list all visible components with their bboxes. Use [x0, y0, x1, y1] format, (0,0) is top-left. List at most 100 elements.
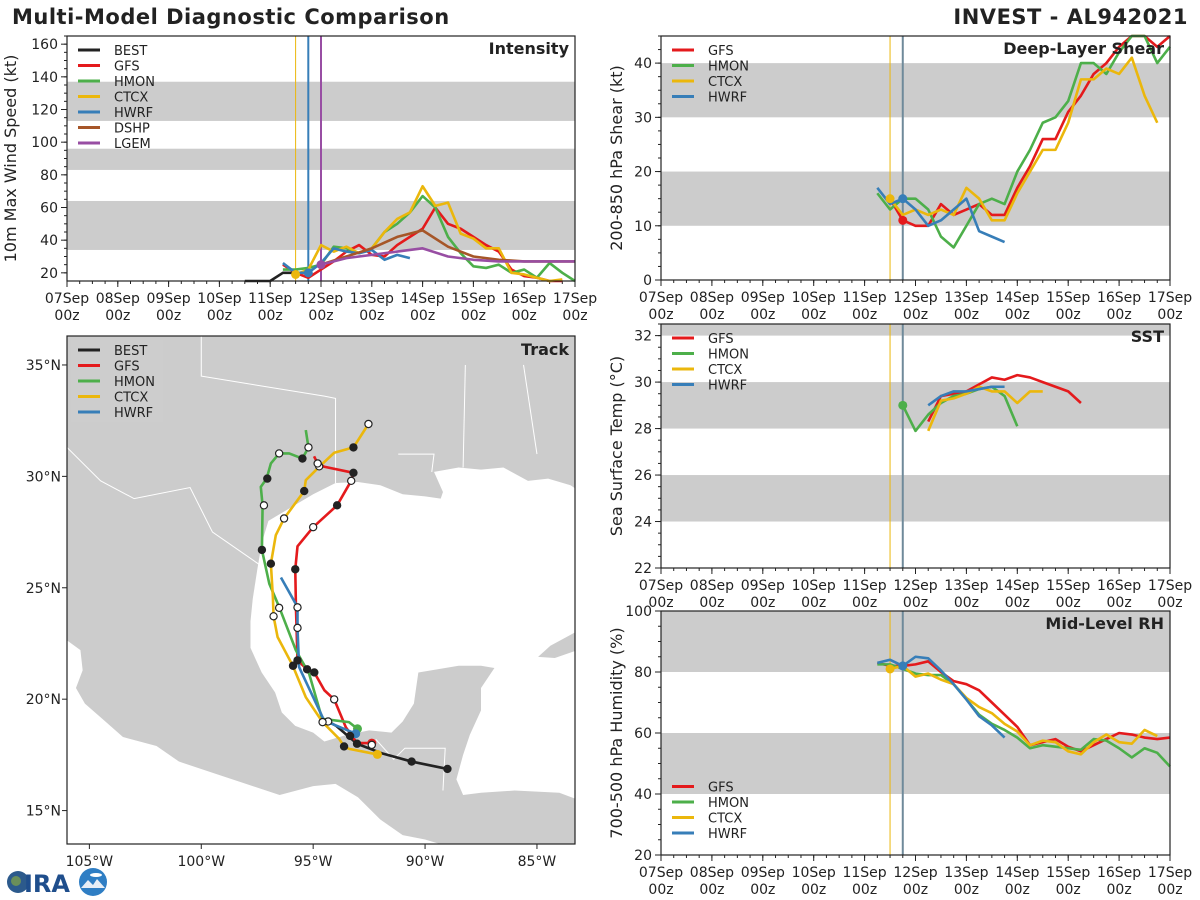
y-tick-label: 40	[40, 233, 58, 249]
shaded-band	[661, 324, 1170, 336]
legend-label-hwrf: HWRF	[708, 379, 747, 394]
legend-label-best: BEST	[114, 44, 147, 59]
x-tick-label: 16Sep 00z	[1097, 578, 1141, 611]
x-tick-hour: 00z	[852, 595, 877, 611]
track-marker-filled	[345, 731, 355, 741]
x-tick-hour: 00z	[562, 308, 587, 324]
cira-logo: IRA	[7, 868, 107, 898]
x-tick-hour: 00z	[1107, 307, 1132, 323]
x-tick-hour: 00z	[1157, 307, 1182, 323]
shaded-band	[661, 475, 1170, 522]
y-tick-label: 40	[634, 56, 652, 72]
x-tick-day: 17Sep	[553, 291, 597, 307]
x-tick-hour: 00z	[1056, 595, 1081, 611]
border-line	[398, 453, 435, 472]
border-line	[462, 364, 466, 468]
x-tick-day: 10Sep	[792, 290, 836, 306]
gulf-of-mexico	[250, 467, 575, 799]
track-marker-filled	[300, 486, 309, 496]
legend-label-hmon: HMON	[708, 796, 749, 811]
x-tick-label: 08Sep 00z	[690, 290, 734, 323]
track-marker-open	[330, 695, 339, 704]
series-line-hwrf	[876, 187, 1006, 244]
track-marker-open	[308, 522, 318, 532]
lat-tick-label: 20°N	[26, 692, 61, 708]
y-axis-label: Sea Surface Temp (°C)	[607, 356, 626, 536]
init-marker-lgem	[316, 260, 326, 270]
x-tick-day: 14Sep	[995, 578, 1039, 594]
track-marker-open	[269, 612, 278, 621]
track-marker-filled	[266, 559, 276, 568]
x-tick-label: 08Sep 00z	[690, 578, 734, 611]
y-tick-label: 120	[31, 103, 58, 119]
plot-frame	[660, 323, 1171, 569]
track-marker-open	[367, 740, 376, 750]
x-tick-day: 15Sep	[1046, 865, 1090, 881]
x-tick-hour: 00z	[648, 882, 673, 898]
x-tick-day: 10Sep	[197, 291, 241, 307]
x-tick-hour: 00z	[1107, 882, 1132, 898]
x-tick-day: 13Sep	[350, 291, 394, 307]
x-tick-hour: 00z	[54, 308, 79, 324]
x-tick-hour: 00z	[258, 308, 283, 324]
legend-label-hmon: HMON	[708, 60, 749, 75]
series-line-hwrf	[927, 385, 1005, 407]
x-tick-day: 10Sep	[792, 578, 836, 594]
legend-label-gfs: GFS	[708, 44, 734, 59]
plot-frame	[66, 35, 576, 282]
x-tick-hour: 00z	[410, 308, 435, 324]
plot-frame	[660, 610, 1171, 856]
lat-tick-label: 35°N	[26, 358, 61, 374]
x-tick-label: 08Sep 00z	[690, 865, 734, 898]
x-tick-label: 09Sep 00z	[741, 865, 785, 898]
chart-title: Multi-Model Diagnostic Comparison	[12, 5, 450, 29]
cuba	[538, 632, 575, 658]
lat-tick-label: 25°N	[26, 581, 61, 597]
x-tick-label: 14Sep 00z	[995, 865, 1039, 898]
x-tick-hour: 00z	[1005, 595, 1030, 611]
x-tick-day: 08Sep	[690, 865, 734, 881]
y-tick-label: 140	[31, 70, 58, 86]
legend-label-gfs: GFS	[708, 781, 734, 796]
init-marker-hmon	[898, 400, 908, 410]
legend-label-ctcx: CTCX	[708, 75, 742, 90]
x-tick-day: 17Sep	[1148, 865, 1192, 881]
legend-label-ctcx: CTCX	[114, 91, 148, 106]
init-marker-ctcx	[885, 194, 895, 204]
init-marker-ctcx	[885, 664, 895, 674]
x-tick-label: 15Sep 00z	[1046, 865, 1090, 898]
panel-title: SST	[1131, 327, 1164, 346]
track-marker-filled	[339, 742, 349, 751]
x-tick-label: 13Sep 00z	[944, 865, 988, 898]
x-tick-label: 12Sep 00z	[893, 578, 937, 611]
x-tick-day: 09Sep	[741, 578, 785, 594]
track-marker-open	[274, 449, 284, 458]
track-marker-filled	[257, 545, 267, 555]
x-tick-hour: 00z	[801, 882, 826, 898]
track-marker-filled	[288, 661, 298, 670]
x-tick-label: 17Sep 00z	[1148, 865, 1192, 898]
legend-label-gfs: GFS	[708, 332, 734, 347]
x-tick-day: 07Sep	[639, 578, 683, 594]
svg-text:IRA: IRA	[24, 870, 70, 898]
x-tick-day: 14Sep	[995, 290, 1039, 306]
x-tick-day: 07Sep	[639, 865, 683, 881]
track-line-gfs	[293, 455, 372, 745]
legend-label-gfs: GFS	[114, 60, 140, 75]
x-tick-hour: 00z	[308, 308, 333, 324]
x-tick-day: 09Sep	[741, 290, 785, 306]
series-line-hwrf	[877, 655, 1006, 739]
x-tick-day: 15Sep	[451, 291, 495, 307]
x-tick-day: 08Sep	[690, 578, 734, 594]
shaded-band	[661, 611, 1170, 672]
lat-tick-label: 30°N	[26, 469, 61, 485]
x-tick-hour: 00z	[1107, 595, 1132, 611]
plot-frame	[660, 35, 1171, 281]
y-tick-label: 10	[634, 219, 652, 235]
x-tick-day: 16Sep	[1097, 865, 1141, 881]
x-tick-hour: 00z	[954, 307, 979, 323]
x-tick-hour: 00z	[1056, 882, 1081, 898]
y-tick-label: 80	[40, 168, 58, 184]
border-line	[200, 336, 337, 484]
panel-title: Mid-Level RH	[1045, 614, 1164, 633]
